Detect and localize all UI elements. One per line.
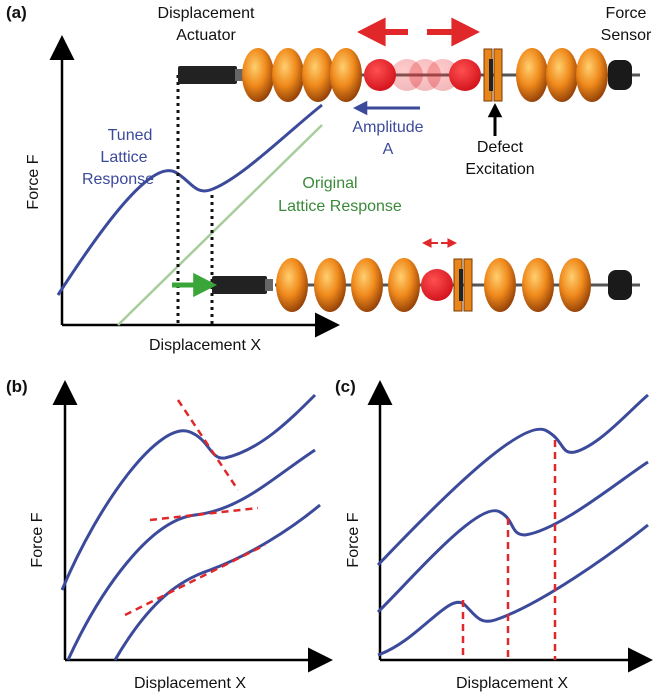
annotation: Original: [302, 175, 357, 192]
bead: [522, 258, 554, 312]
response-curve: [68, 450, 315, 660]
defect-arrow-head: [488, 103, 503, 117]
x-axis-label: Displacement X: [456, 675, 568, 692]
bead: [576, 48, 608, 102]
annotation: Sensor: [601, 27, 652, 44]
bead: [351, 258, 383, 312]
annotation: Actuator: [176, 27, 236, 44]
bead: [388, 258, 420, 312]
annotation: Defect: [477, 139, 524, 156]
figure: (a) Force F Displacement X Displacement …: [0, 0, 658, 696]
annotation: Amplitude: [352, 119, 423, 136]
response-curve: [378, 395, 648, 565]
bead: [546, 48, 578, 102]
panel-label: (a): [6, 3, 27, 22]
amplitude-arrow-head: [353, 101, 367, 116]
annotation: Displacement: [158, 5, 255, 22]
force-sensor: [608, 60, 632, 90]
plate: [494, 49, 502, 101]
tangent-line: [178, 400, 238, 490]
defect-ball: [421, 269, 453, 301]
page: (a) Force F Displacement X Displacement …: [0, 0, 658, 696]
actuator-tip: [235, 69, 243, 81]
motion-arrow-head: [447, 238, 457, 248]
x-axis-label: Displacement X: [149, 337, 261, 354]
bead: [272, 48, 304, 102]
actuator-tip: [265, 279, 273, 291]
defect-ball: [449, 59, 481, 91]
response-curve: [378, 525, 648, 655]
response-curve: [115, 505, 320, 660]
plate: [464, 259, 472, 311]
x-axis-label: Displacement X: [134, 675, 246, 692]
motion-arrow-head: [451, 17, 480, 46]
tangent-line: [150, 508, 258, 520]
response-curve: [378, 462, 648, 612]
bead: [559, 258, 591, 312]
annotation: Force: [606, 5, 647, 22]
bead: [484, 258, 516, 312]
bead: [516, 48, 548, 102]
plate-core: [459, 269, 463, 301]
motion-arrow-head: [422, 238, 432, 248]
y-axis-label: Force F: [25, 154, 42, 209]
motion-arrow-head: [357, 17, 386, 46]
force-sensor: [608, 270, 632, 300]
y-axis-label: Force F: [29, 512, 46, 567]
annotation: Tuned: [108, 127, 153, 144]
tangent-line: [125, 545, 265, 615]
bead: [314, 258, 346, 312]
actuator: [178, 66, 237, 84]
actuator: [212, 276, 267, 294]
bead: [330, 48, 362, 102]
annotation: A: [383, 141, 394, 158]
lattice-chains: [172, 17, 640, 312]
plate-core: [489, 59, 493, 91]
bead: [242, 48, 274, 102]
defect-ball: [364, 59, 396, 91]
annotation: Lattice Response: [278, 198, 402, 215]
panel-label: (b): [6, 377, 28, 396]
annotation: Lattice: [100, 149, 147, 166]
bead: [276, 258, 308, 312]
bead: [302, 48, 334, 102]
annotation: Response: [82, 171, 154, 188]
y-axis-label: Force F: [345, 512, 362, 567]
response-curve: [62, 395, 315, 590]
annotation: Excitation: [465, 161, 534, 178]
panel-label: (c): [335, 377, 356, 396]
